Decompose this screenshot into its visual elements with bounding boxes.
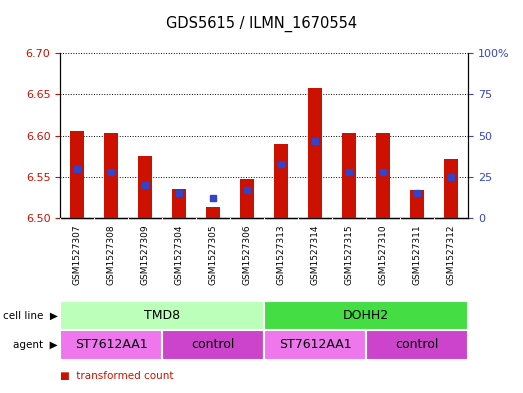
Text: agent  ▶: agent ▶ [13, 340, 58, 350]
Text: DOHH2: DOHH2 [343, 309, 389, 322]
Text: TMD8: TMD8 [144, 309, 180, 322]
Text: GSM1527312: GSM1527312 [447, 225, 456, 285]
Text: GSM1527310: GSM1527310 [379, 225, 388, 285]
Text: GSM1527311: GSM1527311 [413, 225, 422, 285]
Text: GSM1527305: GSM1527305 [209, 225, 218, 285]
Bar [173, 189, 186, 218]
Bar [70, 131, 84, 218]
Text: GSM1527304: GSM1527304 [175, 225, 184, 285]
Bar [342, 133, 356, 218]
Text: GDS5615 / ILMN_1670554: GDS5615 / ILMN_1670554 [166, 16, 357, 32]
Bar [377, 133, 390, 218]
Bar [445, 159, 458, 218]
Bar [60, 330, 162, 360]
Text: ST7612AA1: ST7612AA1 [279, 338, 351, 351]
Bar [411, 190, 424, 218]
Bar [264, 330, 366, 360]
Bar [105, 133, 118, 218]
Text: ST7612AA1: ST7612AA1 [75, 338, 147, 351]
Bar [138, 156, 152, 218]
Text: ■  transformed count: ■ transformed count [60, 371, 174, 381]
Text: control: control [395, 338, 439, 351]
Text: cell line  ▶: cell line ▶ [3, 310, 58, 320]
Bar [206, 207, 220, 218]
Text: GSM1527307: GSM1527307 [73, 225, 82, 285]
Text: GSM1527313: GSM1527313 [277, 225, 286, 285]
Text: GSM1527314: GSM1527314 [311, 225, 320, 285]
Bar [60, 301, 264, 330]
Text: control: control [191, 338, 235, 351]
Bar [275, 144, 288, 218]
Text: GSM1527309: GSM1527309 [141, 225, 150, 285]
Bar [241, 179, 254, 218]
Bar [264, 301, 468, 330]
Text: GSM1527306: GSM1527306 [243, 225, 252, 285]
Bar [309, 88, 322, 218]
Text: GSM1527315: GSM1527315 [345, 225, 354, 285]
Bar [366, 330, 468, 360]
Text: GSM1527308: GSM1527308 [107, 225, 116, 285]
Bar [162, 330, 264, 360]
